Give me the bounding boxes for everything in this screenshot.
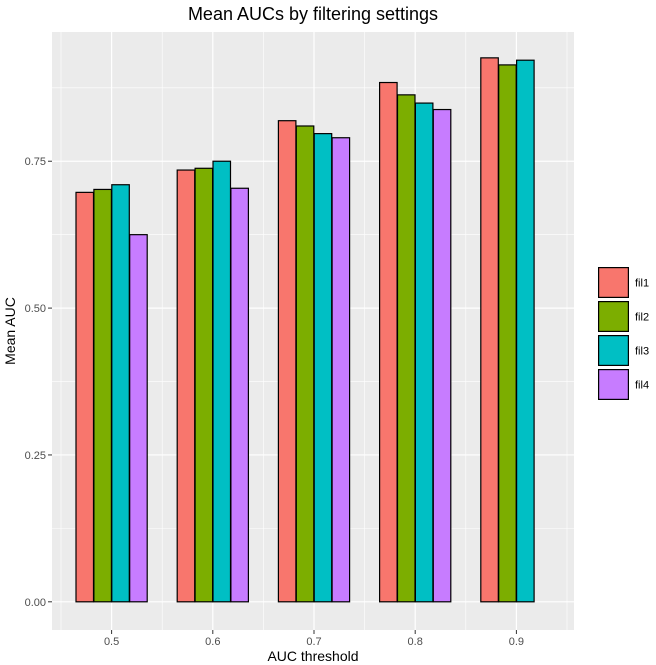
legend-swatch-fil1: [597, 267, 629, 299]
x-axis-title: AUC threshold: [267, 648, 358, 664]
legend-label-fil3: fil3: [635, 346, 649, 358]
bar-fil3-0.7: [313, 133, 333, 603]
bar-fil1-0.6: [176, 169, 196, 603]
bars: [75, 57, 535, 603]
x-axis: 0.5 0.6 0.7 0.8 0.9: [104, 630, 524, 648]
legend-swatch-fil4: [597, 369, 629, 401]
bar-fil3-0.8: [414, 102, 434, 603]
bar-fil3-0.5: [111, 184, 130, 603]
chart-title: Mean AUCs by filtering settings: [188, 4, 438, 24]
legend: fil1 fil2 fil3 fil4: [597, 267, 649, 401]
y-tick-label: 0.25: [25, 450, 46, 462]
legend-swatch-fil3: [597, 335, 629, 367]
x-tick-label: 0.5: [104, 636, 119, 648]
bar-fil4-0.8: [432, 108, 452, 603]
legend-label-fil1: fil1: [635, 278, 649, 290]
bar-fil4-0.7: [331, 137, 351, 603]
bar-fil2-0.8: [396, 94, 416, 603]
legend-label-fil2: fil2: [635, 312, 649, 324]
bar-fil4-0.6: [230, 187, 249, 603]
bar-fil3-0.9: [515, 59, 535, 603]
x-tick-label: 0.9: [509, 636, 524, 648]
legend-swatch-fil2: [597, 301, 629, 333]
bar-fil2-0.9: [498, 64, 517, 603]
bar-fil2-0.6: [194, 167, 214, 603]
bar-fil1-0.5: [75, 191, 95, 603]
bar-fil2-0.7: [295, 125, 315, 603]
y-tick-label: 0.00: [25, 597, 46, 609]
y-axis: 0.00 0.25 0.50 0.75: [25, 156, 52, 609]
bar-fil2-0.5: [93, 188, 113, 603]
y-axis-title: Mean AUC: [2, 297, 18, 365]
legend-label-fil4: fil4: [635, 380, 649, 392]
x-tick-label: 0.6: [205, 636, 220, 648]
y-tick-label: 0.75: [25, 156, 46, 168]
bar-fil1-0.8: [379, 81, 398, 603]
y-tick-label: 0.50: [25, 303, 46, 315]
bar-fil1-0.9: [480, 57, 499, 603]
bar-fil1-0.7: [277, 120, 297, 603]
bar-fil3-0.6: [212, 160, 232, 603]
bar-fil4-0.5: [129, 234, 148, 603]
x-tick-label: 0.8: [408, 636, 423, 648]
x-tick-label: 0.7: [306, 636, 321, 648]
